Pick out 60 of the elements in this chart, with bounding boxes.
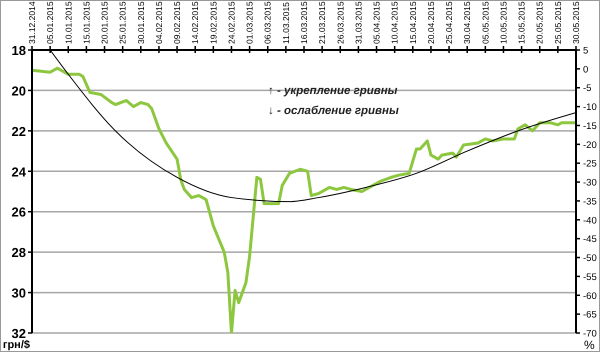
line-series — [32, 66, 576, 333]
y2-tick-label: -20 — [583, 140, 597, 151]
x-tick-label: 19.02.2015 — [208, 1, 218, 44]
y2-tick-label: -60 — [583, 290, 597, 302]
y2-tick-label: -45 — [583, 234, 597, 246]
y-tick-label: 20 — [12, 83, 26, 98]
x-tick-label: 15.01.2015 — [81, 1, 92, 44]
x-tick-label: 20.01.2015 — [100, 1, 110, 44]
x-tick-label: 06.03.2015 — [262, 1, 273, 44]
x-tick-label: 14.02.2015 — [190, 1, 200, 44]
x-tick-label: 24.02.2015 — [226, 1, 236, 44]
x-tick-label: 25.01.2015 — [118, 1, 128, 44]
annotation: ↓ - ослабление гривны — [268, 105, 399, 117]
x-tick-label: 05.04.2015 — [372, 1, 382, 44]
y-tick-label: 30 — [12, 286, 26, 301]
y2-tick-label: -25 — [583, 158, 597, 170]
x-tick-label: 10.04.2015 — [390, 1, 400, 44]
y2-tick-label: -35 — [583, 196, 597, 208]
y-tick-label: 22 — [12, 124, 26, 139]
y2-tick-label: 0 — [583, 64, 588, 76]
x-tick-label: 11.03.2015 — [280, 2, 291, 44]
y2-tick-label: -55 — [583, 272, 597, 283]
y2-tick-label: -10 — [583, 102, 597, 114]
x-tick-label: 01.03.2015 — [244, 1, 255, 44]
x-tick-label: 10.05.2015 — [498, 1, 508, 44]
y2-tick-label: -70 — [583, 328, 597, 340]
y-axis-title: грн/$ — [2, 339, 30, 351]
y-tick-label: 24 — [12, 164, 27, 180]
x-tick-label: 05.01.2015 — [45, 1, 56, 44]
x-tick-label: 26.03.2015 — [335, 1, 346, 44]
x-tick-label: 05.05.2015 — [480, 1, 490, 44]
x-tick-label: 16.03.2015 — [299, 1, 309, 44]
y-tick-label: 18 — [12, 43, 26, 58]
y-tick-label: 28 — [12, 245, 26, 260]
y2-tick-label: 5 — [583, 46, 588, 56]
y-tick-label: 32 — [12, 326, 26, 341]
x-tick-label: 09.02.2015 — [172, 1, 182, 44]
y2-tick-label: -40 — [583, 215, 597, 226]
y2-tick-label: -65 — [583, 310, 597, 321]
y2-axis-title: % — [584, 338, 595, 352]
x-tick-label: 21.03.2015 — [317, 1, 328, 44]
y2-tick-label: -30 — [583, 178, 597, 189]
x-tick-label: 10.01.2015 — [63, 1, 74, 44]
x-tick-label: 25.05.2015 — [552, 1, 563, 44]
x-tick-label: 30.04.2015 — [462, 1, 472, 44]
x-tick-label: 20.05.2015 — [534, 1, 545, 44]
x-tick-label: 20.04.2015 — [426, 1, 436, 44]
x-tick-label: 15.04.2015 — [408, 1, 418, 44]
y2-tick-label: -50 — [583, 253, 597, 264]
x-tick-label: 31.03.2015 — [353, 1, 364, 44]
x-tick-label: 04.02.2015 — [154, 1, 164, 44]
annotation: ↑ - укрепление гривны — [268, 85, 398, 97]
y-tick-label: 26 — [12, 204, 26, 220]
y2-tick-label: -5 — [583, 83, 592, 94]
x-tick-label: 30.05.2015 — [571, 1, 581, 44]
x-tick-label: 31.12.2014 — [27, 1, 37, 44]
x-tick-label: 25.04.2015 — [444, 1, 454, 44]
x-tick-label: 15.05.2015 — [516, 1, 527, 44]
y2-tick-label: -15 — [583, 120, 597, 132]
x-tick-label: 30.01.2015 — [136, 1, 146, 44]
